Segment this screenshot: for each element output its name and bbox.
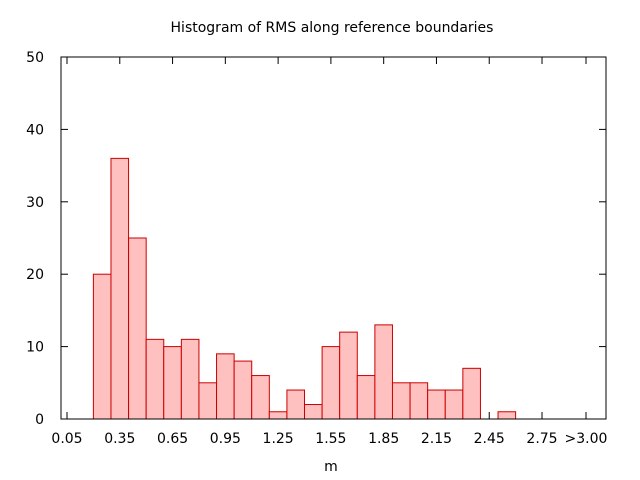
x-tick-label: 0.35: [104, 431, 135, 447]
y-tick-label: 20: [26, 267, 44, 283]
histogram-bar: [497, 411, 517, 420]
plot-frame: [60, 56, 607, 420]
x-tick-label: 1.85: [368, 431, 399, 447]
x-tick-label: 0.05: [51, 431, 82, 447]
histogram-bar: [145, 338, 165, 420]
y-tick-label: 40: [26, 122, 44, 138]
histogram-bar: [216, 353, 235, 420]
histogram-bar: [462, 367, 481, 420]
histogram-bar: [356, 375, 376, 420]
x-tick-label: 2.15: [421, 431, 452, 447]
histogram-bar: [110, 157, 130, 420]
y-tick-label: 0: [35, 412, 44, 428]
histogram-bar: [409, 382, 429, 420]
histogram-bar: [444, 389, 464, 420]
chart-title: Histogram of RMS along reference boundar…: [171, 20, 494, 36]
y-axis-ticks: 0 10 20 30 40 50: [26, 50, 606, 428]
x-tick-label: >3.00: [565, 431, 608, 447]
histogram-bar: [374, 324, 393, 420]
histogram-bar: [286, 389, 306, 420]
histogram-bar: [163, 346, 182, 420]
x-axis-ticks: 0.05 0.35 0.65 0.95 1.25 1.55 1.85 2.15 2.45 2.75…: [51, 57, 607, 447]
y-tick-label: 30: [26, 195, 44, 211]
histogram-bar: [92, 273, 112, 420]
x-tick-label: 0.65: [157, 431, 188, 447]
histogram-bar: [427, 389, 446, 420]
x-tick-label: 2.75: [526, 431, 557, 447]
histogram-bar: [391, 382, 411, 420]
histogram-bar: [321, 346, 341, 420]
histogram-bar: [180, 338, 200, 420]
histogram-bar: [198, 382, 218, 420]
x-tick-label: 0.95: [210, 431, 241, 447]
histogram-bar: [339, 331, 358, 420]
x-axis-label: m: [324, 459, 338, 475]
x-tick-label: 1.25: [263, 431, 294, 447]
histogram-bars: [92, 157, 517, 420]
y-tick-label: 10: [26, 340, 44, 356]
histogram-bar: [251, 375, 270, 420]
histogram-bar: [128, 237, 147, 420]
histogram-bar: [268, 411, 288, 420]
x-tick-label: 1.55: [315, 431, 346, 447]
histogram-bar: [304, 404, 323, 420]
y-tick-label: 50: [26, 50, 44, 66]
histogram-bar: [233, 360, 253, 420]
x-tick-label: 2.45: [474, 431, 505, 447]
